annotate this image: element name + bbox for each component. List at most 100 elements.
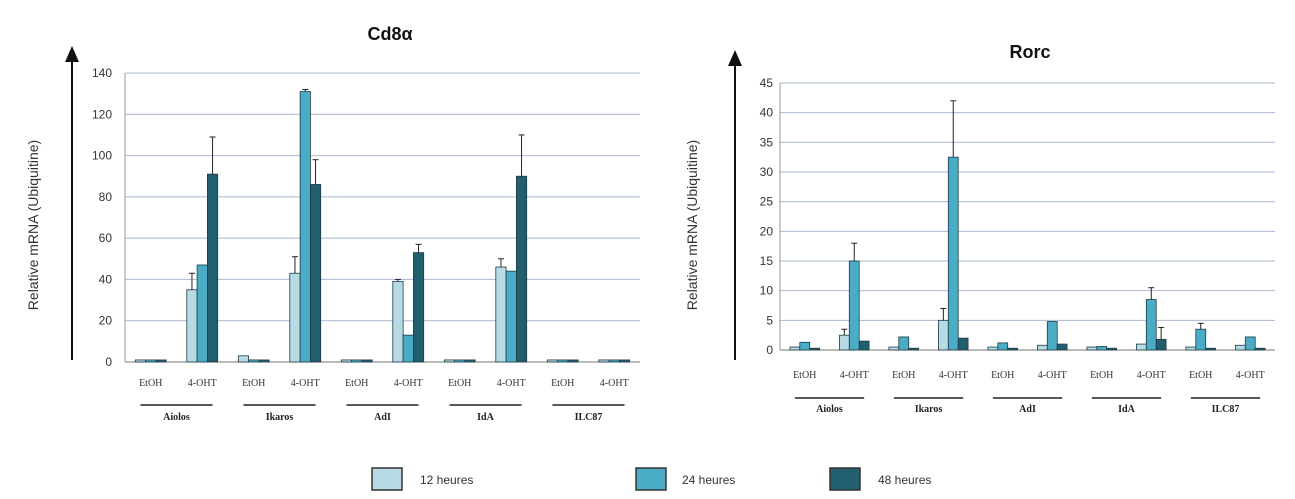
bar [495, 266, 507, 363]
chart-title-cd8a: Cd8α [367, 24, 412, 44]
bar [186, 289, 198, 363]
y-tick-label: 20 [99, 314, 113, 328]
group-label: ILC87 [575, 412, 603, 423]
group-label: Aiolos [816, 404, 843, 415]
x-category-label: EtOH [1090, 370, 1113, 381]
bar [598, 359, 610, 363]
bar [1145, 299, 1157, 351]
chart-rorc: Rorc Relative mRNA (Ubiquitine) 0 5 10 15 20… [684, 42, 1275, 415]
bar [1086, 346, 1098, 351]
bar [392, 281, 404, 363]
group-label: Ikaros [915, 404, 943, 415]
bar [799, 341, 811, 351]
x-category-label: EtOH [448, 378, 471, 389]
bar [809, 347, 821, 351]
x-category-label: 4-OHT [291, 378, 320, 389]
bar [196, 264, 208, 363]
y-tick-label: 60 [99, 231, 113, 245]
bar [516, 175, 528, 363]
bar [145, 359, 157, 363]
group-label: AdI [1019, 404, 1036, 415]
bar [206, 173, 219, 363]
x-category-label: EtOH [551, 378, 574, 389]
bar [155, 359, 167, 363]
bar [546, 359, 558, 363]
x-category-label: 4-OHT [939, 370, 968, 381]
bar [258, 359, 270, 363]
bar [619, 359, 631, 363]
group-label: ILC87 [1212, 404, 1240, 415]
bar [1205, 347, 1216, 351]
plot-area-rorc: 0 5 10 15 20 25 30 35 40 45 EtOH 4-OHT EtOH 4-OHT EtOH… [760, 76, 1275, 415]
bar [608, 359, 620, 363]
y-axis-label-cd8a: Relative mRNA (Ubiquitine) [25, 140, 41, 310]
y-tick-label: 35 [760, 135, 774, 149]
x-category-label: EtOH [139, 378, 162, 389]
bar [987, 346, 999, 351]
bar [289, 272, 301, 363]
bar [1155, 338, 1167, 351]
bar [908, 347, 920, 351]
bar [443, 359, 455, 363]
bar [1195, 328, 1207, 351]
y-tick-label: 5 [766, 313, 773, 327]
bar [947, 156, 959, 351]
x-category-label: EtOH [345, 378, 368, 389]
bar [361, 359, 373, 363]
bar [567, 359, 579, 363]
x-category-label: 4-OHT [394, 378, 423, 389]
y-axis-label-rorc: Relative mRNA (Ubiquitine) [684, 140, 700, 310]
x-category-label: 4-OHT [497, 378, 526, 389]
x-category-label: EtOH [793, 370, 816, 381]
bar [412, 252, 425, 363]
x-category-label: EtOH [1189, 370, 1212, 381]
group-label: Aiolos [163, 412, 190, 423]
chart-cd8a: Cd8α Relative mRNA (Ubiquitine) 0 20 40 60 8… [25, 24, 640, 423]
y-tick-label: 40 [99, 272, 113, 286]
bar [505, 270, 517, 363]
group-label: AdI [374, 412, 391, 423]
bar [848, 260, 860, 351]
bar [402, 334, 414, 363]
x-category-label: EtOH [892, 370, 915, 381]
y-axis-arrowhead-cd8a [65, 46, 79, 62]
x-category-label: 4-OHT [1038, 370, 1067, 381]
legend-swatch-48h [829, 467, 861, 491]
bar [789, 346, 801, 351]
y-tick-label: 140 [92, 66, 112, 80]
bar [957, 337, 969, 351]
y-tick-label: 100 [92, 149, 112, 163]
bar [858, 340, 870, 351]
y-tick-label: 120 [92, 107, 112, 121]
bar [888, 346, 900, 351]
bar [248, 359, 260, 363]
x-category-label: EtOH [242, 378, 265, 389]
bar [134, 359, 147, 363]
bar [839, 334, 850, 351]
bar [299, 91, 311, 363]
bar [938, 319, 949, 351]
legend-label-48h: 48 heures [878, 473, 931, 487]
y-tick-label: 0 [105, 355, 112, 369]
bar [1037, 344, 1048, 351]
x-category-label: 4-OHT [600, 378, 629, 389]
bar [454, 359, 466, 363]
bar [464, 359, 476, 363]
y-tick-label: 45 [760, 76, 774, 90]
bar [557, 359, 569, 363]
x-category-label: 4-OHT [188, 378, 217, 389]
y-tick-label: 80 [99, 190, 113, 204]
bar [1185, 346, 1197, 351]
x-category-label: 4-OHT [1236, 370, 1265, 381]
x-category-label: 4-OHT [840, 370, 869, 381]
group-label: IdA [1118, 404, 1135, 415]
legend-swatch-24h [635, 467, 667, 491]
bar [351, 359, 363, 363]
y-tick-label: 0 [766, 343, 773, 357]
legend: 12 heures 24 heures 48 heures [371, 467, 931, 491]
bar [1007, 347, 1019, 351]
legend-label-24h: 24 heures [682, 473, 735, 487]
plot-area-cd8a: 0 20 40 60 80 100 120 140 EtOH 4-OHT EtOH 4-OHT EtOH… [92, 66, 640, 423]
bar [340, 359, 352, 363]
